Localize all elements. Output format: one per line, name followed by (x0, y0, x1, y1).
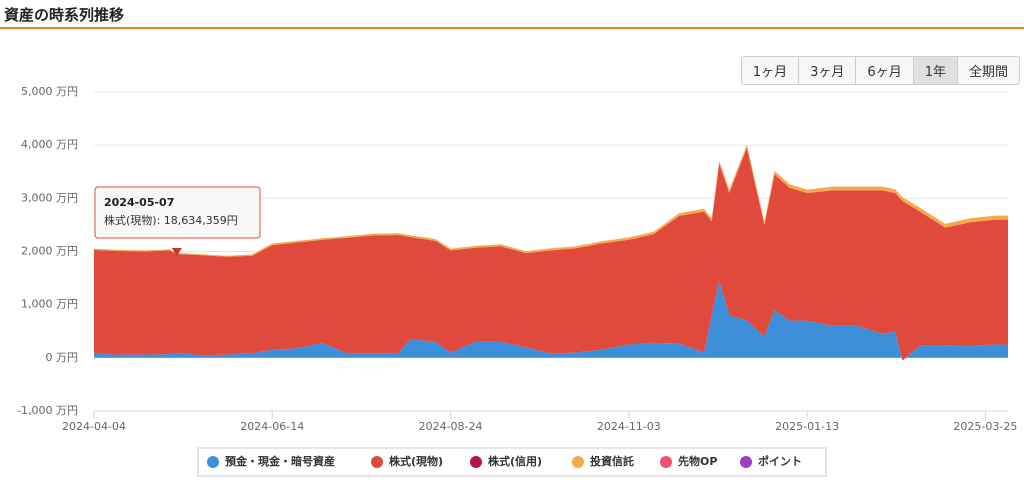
y-tick-label: 2,000 万円 (21, 245, 78, 258)
y-tick-label: 4,000 万円 (21, 138, 78, 151)
tooltip-marker (171, 247, 182, 256)
legend-marker (740, 456, 752, 468)
legend-marker (470, 456, 482, 468)
tooltip-box (94, 186, 261, 239)
x-tick-label: 2024-08-24 (419, 420, 483, 433)
y-tick-label: 5,000 万円 (21, 85, 78, 98)
legend-label: 預金・現金・暗号資産 (225, 454, 335, 468)
range-button[interactable]: 3ヶ月 (798, 57, 856, 84)
tooltip-text: 株式(現物): 18,634,359円 (104, 213, 238, 227)
tooltip-title: 2024-05-07 (104, 196, 174, 209)
legend-label: ポイント (758, 454, 802, 468)
range-button[interactable]: 1年 (912, 57, 957, 84)
legend-label: 投資信託 (590, 454, 634, 468)
x-tick-label: 2024-04-04 (62, 420, 126, 433)
range-button[interactable]: 6ヶ月 (855, 57, 913, 84)
y-tick-label: -1,000 万円 (17, 404, 78, 417)
range-buttons: 1ヶ月 3ヶ月 6ヶ月 1年 全期間 (740, 56, 1020, 85)
area (94, 144, 1008, 257)
page-title: 資産の時系列推移 (4, 6, 125, 24)
legend-label: 株式(現物) (389, 454, 443, 468)
range-button[interactable]: 全期間 (956, 57, 1019, 84)
legend-marker (572, 456, 584, 468)
x-tick-label: 2025-03-25 (953, 420, 1017, 433)
legend-marker (207, 456, 219, 468)
area (94, 147, 1008, 361)
x-tick-label: 2024-11-03 (597, 420, 661, 433)
title-rule (0, 27, 1024, 29)
y-tick-label: 0 万円 (46, 351, 79, 364)
x-tick-label: 2025-01-13 (775, 420, 839, 433)
area (94, 144, 1008, 256)
y-tick-label: 1,000 万円 (21, 298, 78, 311)
legend-marker (371, 456, 383, 468)
legend-label: 株式(信用) (488, 454, 542, 468)
legend-box (197, 447, 827, 477)
y-tick-label: 3,000 万円 (21, 191, 78, 204)
area (94, 147, 1008, 257)
area (94, 144, 1008, 256)
legend-marker (660, 456, 672, 468)
area (94, 280, 1008, 361)
legend-label: 先物OP (678, 454, 717, 468)
range-button[interactable]: 1ヶ月 (741, 57, 799, 84)
x-tick-label: 2024-06-14 (240, 420, 304, 433)
